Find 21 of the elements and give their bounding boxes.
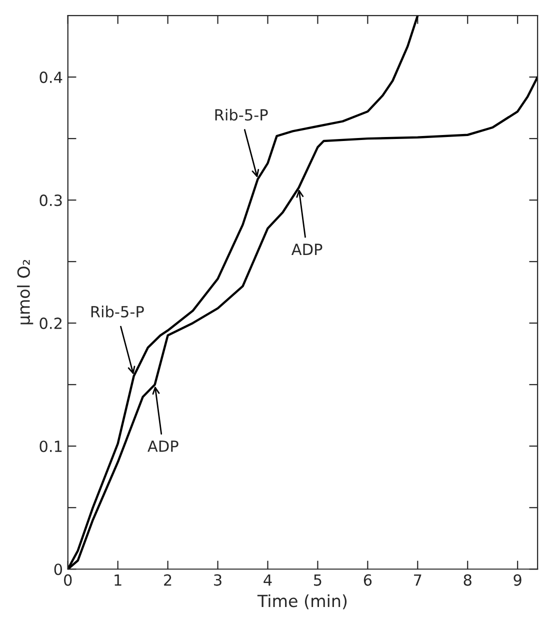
x-tick-label: 3	[214, 574, 222, 586]
x-tick-label: 0	[64, 574, 72, 586]
x-axis-title: Time (min)	[257, 594, 347, 610]
y-tick-label: 0.2	[40, 318, 62, 330]
x-tick-label: 1	[114, 574, 122, 586]
x-tick-label: 4	[264, 574, 272, 586]
x-tick-label: 9	[514, 574, 522, 586]
y-tick-label: 0.3	[40, 194, 62, 206]
x-tick-label: 2	[164, 574, 172, 586]
x-tick-label: 5	[314, 574, 322, 586]
y-tick-label: 0.4	[40, 72, 62, 84]
x-tick-label: 8	[464, 574, 472, 586]
annotation: Rib-5-P	[91, 306, 144, 318]
y-tick-label: 0	[54, 564, 62, 576]
y-tick-label: 0.1	[40, 440, 62, 452]
annotation: ADP	[291, 244, 322, 255]
x-tick-label: 6	[364, 574, 372, 586]
x-tick-label: 7	[414, 574, 422, 586]
annotation: ADP	[148, 440, 178, 452]
annotation: Rib-5-P	[215, 108, 268, 121]
y-axis-title: μmol O₂	[17, 260, 34, 324]
